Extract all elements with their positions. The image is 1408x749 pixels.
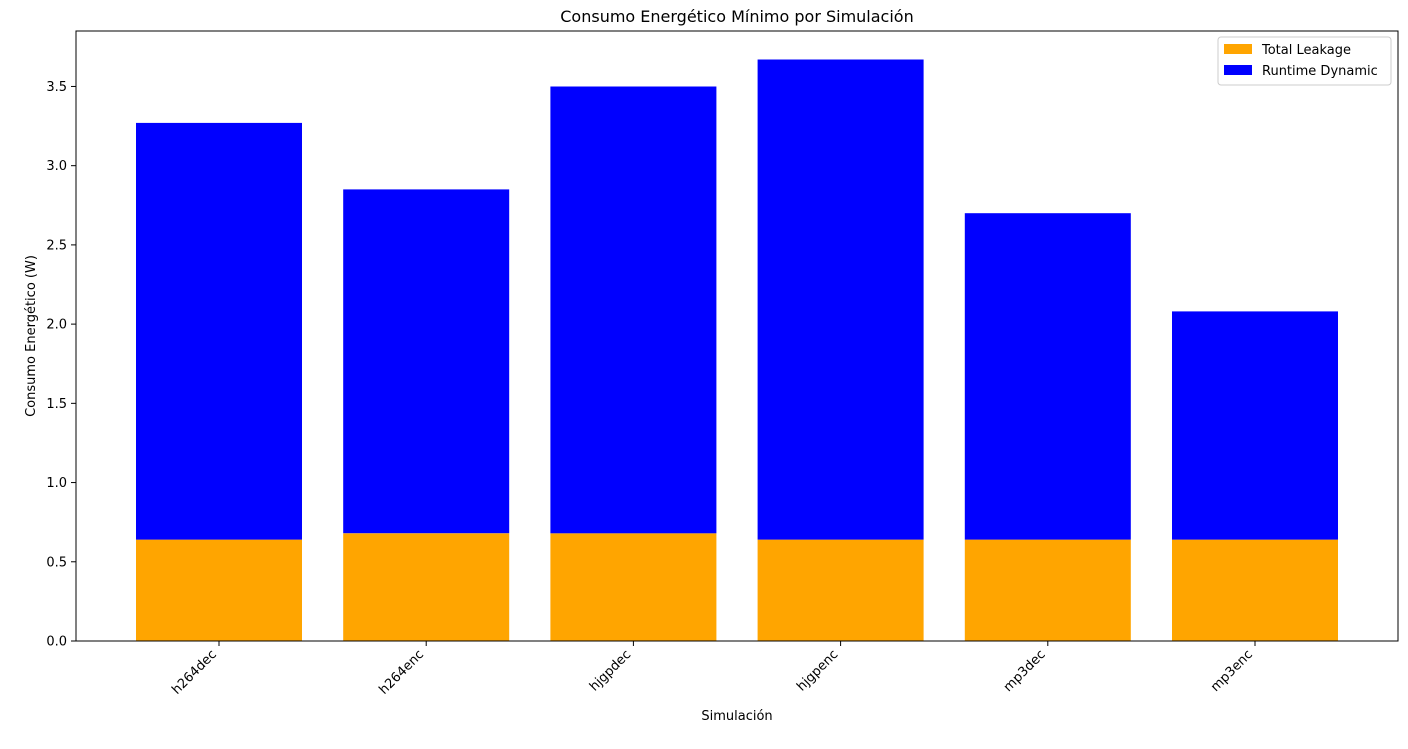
legend-box bbox=[1217, 36, 1392, 86]
bar-h264enc-runtime-dynamic bbox=[343, 189, 510, 534]
bar-h264dec-runtime-dynamic bbox=[136, 122, 302, 540]
bar-hjgpenc-runtime-dynamic bbox=[757, 59, 924, 540]
legend-label: Runtime Dynamic bbox=[1262, 64, 1378, 79]
x-tick-label: mp3dec bbox=[1001, 647, 1049, 695]
y-tick-label: 2.5 bbox=[46, 238, 67, 253]
y-tick-label: 2.0 bbox=[46, 318, 67, 333]
legend: Total Leakage Runtime Dynamic bbox=[1217, 36, 1392, 86]
y-tick-label: 1.5 bbox=[46, 397, 67, 412]
bar-h264enc-total-leakage bbox=[343, 533, 510, 641]
bars-layer bbox=[136, 59, 1338, 641]
bar-hjgpdec-runtime-dynamic bbox=[550, 86, 717, 534]
x-tick-label: mp3enc bbox=[1208, 647, 1256, 695]
x-axis-label: Simulación bbox=[701, 709, 772, 724]
legend-swatch bbox=[1224, 65, 1252, 75]
bar-mp3dec-total-leakage bbox=[964, 539, 1131, 641]
bar-h264dec-total-leakage bbox=[136, 539, 302, 641]
y-tick-label: 3.5 bbox=[46, 80, 67, 95]
x-tick-label: h264dec bbox=[169, 647, 220, 698]
x-tick-label: h264enc bbox=[377, 647, 428, 698]
bar-hjgpdec-total-leakage bbox=[550, 533, 717, 641]
y-axis-label: Consumo Energético (W) bbox=[24, 255, 39, 417]
bar-mp3enc-total-leakage bbox=[1172, 539, 1338, 641]
y-axis: 0.0 0.5 1.0 1.5 2.0 2.5 3.0 3.5 bbox=[46, 80, 76, 650]
plot-frame bbox=[75, 30, 1399, 642]
y-tick-label: 3.0 bbox=[46, 159, 67, 174]
x-tick-label: hjgpenc bbox=[794, 647, 841, 694]
legend-swatch bbox=[1224, 44, 1252, 54]
bar-hjgpenc-total-leakage bbox=[757, 539, 924, 641]
y-tick-label: 0.5 bbox=[46, 555, 67, 570]
x-tick-label: hjgpdec bbox=[587, 647, 634, 694]
y-tick-label: 1.0 bbox=[46, 476, 67, 491]
y-tick-label: 0.0 bbox=[46, 635, 67, 650]
x-axis: h264dec h264enc hjgpdec hjgpenc mp3dec mp3enc bbox=[169, 641, 1256, 698]
chart-title: Consumo Energético Mínimo por Simulación bbox=[560, 7, 913, 26]
legend-label: Total Leakage bbox=[1261, 43, 1351, 58]
bar-mp3enc-runtime-dynamic bbox=[1172, 311, 1338, 540]
bar-mp3dec-runtime-dynamic bbox=[964, 213, 1131, 540]
